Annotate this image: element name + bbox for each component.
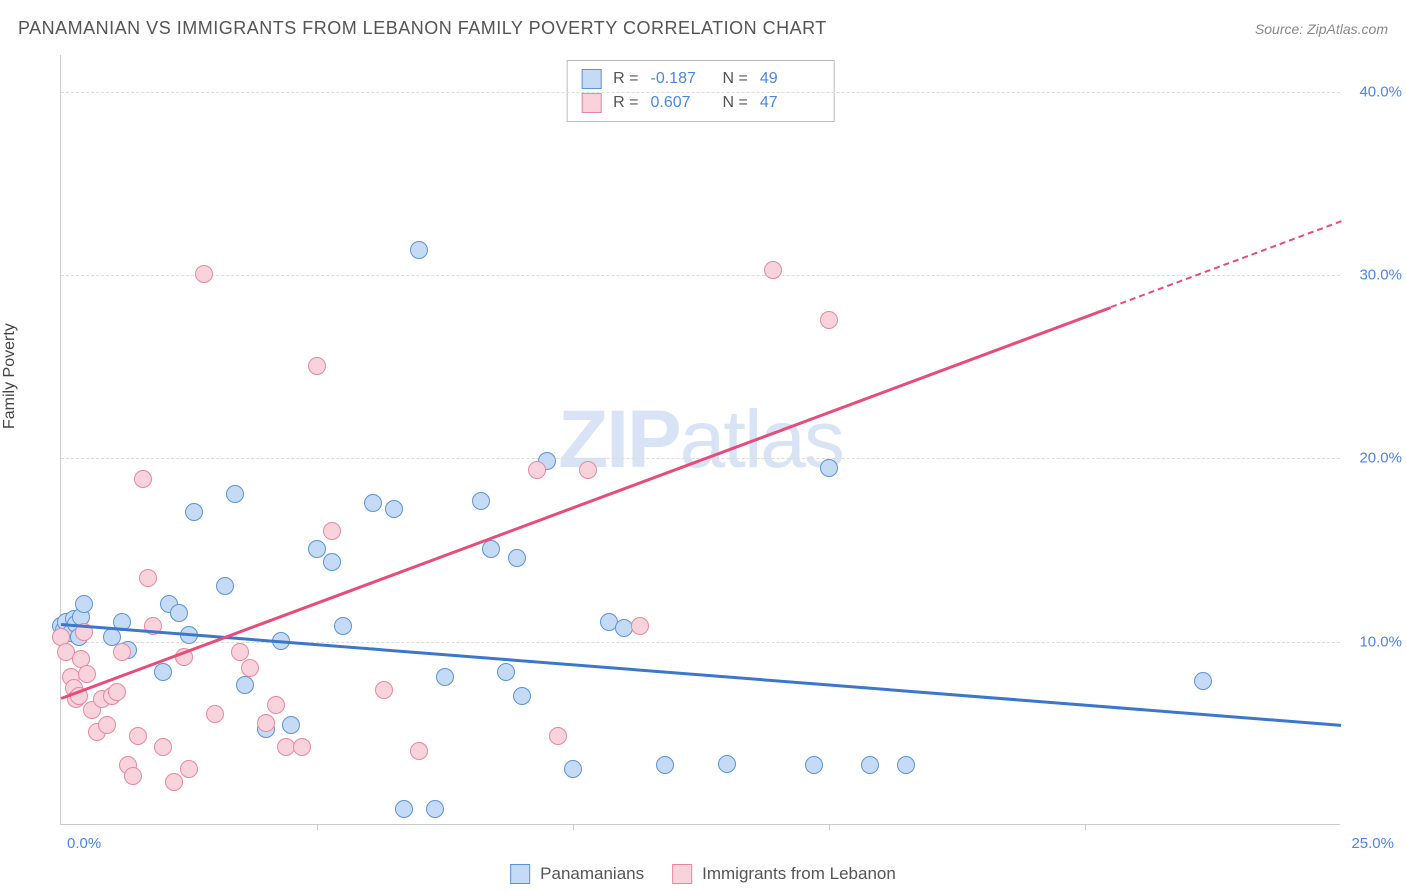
y-tick-label: 20.0% (1359, 450, 1402, 467)
stats-legend-row: R = -0.187 N = 49 (581, 67, 820, 91)
data-point (579, 461, 597, 479)
grid-line (61, 642, 1340, 643)
data-point (226, 485, 244, 503)
watermark: ZIPatlas (558, 393, 843, 487)
data-point (241, 659, 259, 677)
legend-swatch (581, 69, 601, 89)
data-point (185, 503, 203, 521)
n-label: N = (723, 94, 748, 112)
data-point (764, 261, 782, 279)
data-point (180, 760, 198, 778)
x-tick (573, 824, 574, 830)
data-point (154, 663, 172, 681)
data-point (718, 755, 736, 773)
data-point (472, 492, 490, 510)
legend-swatch (672, 864, 692, 884)
grid-line (61, 92, 1340, 93)
data-point (75, 595, 93, 613)
y-axis-label: Family Poverty (1, 323, 19, 429)
data-point (528, 461, 546, 479)
legend-swatch (581, 93, 601, 113)
data-point (820, 459, 838, 477)
data-point (410, 241, 428, 259)
data-point (124, 767, 142, 785)
y-tick-label: 30.0% (1359, 267, 1402, 284)
legend-label: Panamanians (540, 864, 644, 884)
data-point (375, 681, 393, 699)
data-point (513, 687, 531, 705)
data-point (1194, 672, 1212, 690)
r-value: -0.187 (651, 70, 711, 88)
data-point (861, 756, 879, 774)
r-label: R = (613, 70, 638, 88)
x-tick (829, 824, 830, 830)
grid-line (61, 275, 1340, 276)
data-point (195, 265, 213, 283)
data-point (170, 604, 188, 622)
data-point (108, 683, 126, 701)
data-point (385, 500, 403, 518)
data-point (549, 727, 567, 745)
stats-legend-row: R = 0.607 N = 47 (581, 91, 820, 115)
data-point (293, 738, 311, 756)
data-point (154, 738, 172, 756)
x-tick (317, 824, 318, 830)
x-tick-label: 0.0% (67, 835, 101, 852)
source-label: Source: ZipAtlas.com (1255, 21, 1388, 37)
x-tick-label: 25.0% (1351, 835, 1394, 852)
r-value: 0.607 (651, 94, 711, 112)
legend-label: Immigrants from Lebanon (702, 864, 896, 884)
data-point (139, 569, 157, 587)
data-point (897, 756, 915, 774)
n-value: 47 (760, 94, 820, 112)
data-point (334, 617, 352, 635)
data-point (508, 549, 526, 567)
n-label: N = (723, 70, 748, 88)
data-point (497, 663, 515, 681)
data-point (426, 800, 444, 818)
data-point (805, 756, 823, 774)
data-point (308, 540, 326, 558)
data-point (165, 773, 183, 791)
data-point (257, 714, 275, 732)
chart-title: PANAMANIAN VS IMMIGRANTS FROM LEBANON FA… (18, 18, 827, 39)
data-point (656, 756, 674, 774)
y-tick-label: 10.0% (1359, 633, 1402, 650)
data-point (323, 522, 341, 540)
data-point (98, 716, 116, 734)
data-point (395, 800, 413, 818)
legend-swatch (510, 864, 530, 884)
data-point (282, 716, 300, 734)
y-tick-label: 40.0% (1359, 83, 1402, 100)
data-point (78, 665, 96, 683)
data-point (216, 577, 234, 595)
legend-item: Immigrants from Lebanon (672, 864, 896, 884)
data-point (206, 705, 224, 723)
data-point (564, 760, 582, 778)
x-tick (1085, 824, 1086, 830)
data-point (820, 311, 838, 329)
data-point (134, 470, 152, 488)
data-point (436, 668, 454, 686)
data-point (364, 494, 382, 512)
data-point (410, 742, 428, 760)
r-label: R = (613, 94, 638, 112)
data-point (323, 553, 341, 571)
data-point (236, 676, 254, 694)
scatter-chart: ZIPatlas R =-0.187N =49R =0.607N =47 10.… (60, 55, 1340, 825)
data-point (113, 643, 131, 661)
trend-line (61, 306, 1111, 699)
data-point (129, 727, 147, 745)
bottom-legend: Panamanians Immigrants from Lebanon (510, 864, 896, 884)
trend-line (1110, 220, 1341, 308)
data-point (308, 357, 326, 375)
data-point (482, 540, 500, 558)
data-point (267, 696, 285, 714)
legend-item: Panamanians (510, 864, 644, 884)
data-point (231, 643, 249, 661)
data-point (631, 617, 649, 635)
n-value: 49 (760, 70, 820, 88)
